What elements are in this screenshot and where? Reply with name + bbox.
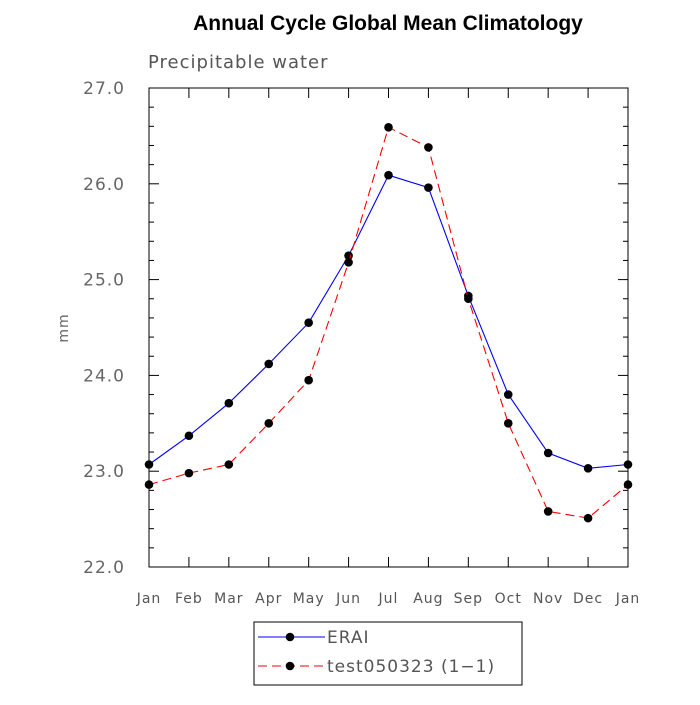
x-tick-label: Jul [378,591,399,607]
series-0-point [583,464,593,473]
series-0-point [184,431,194,441]
legend: ERAI test050323 (1−1) [253,621,523,686]
y-tick-label: 26.0 [83,175,125,195]
x-tick-label: Feb [175,591,203,607]
chart-title: Annual Cycle Global Mean Climatology [193,12,583,35]
series-line-0 [148,174,629,469]
y-tick-label: 22.0 [83,558,125,578]
series-0-point [503,390,513,399]
axes-frame: 22.0 23.0 24.0 25.0 26.0 27.0 Jan Feb Mar Apr May J… [83,79,641,607]
series-0-point [304,318,313,328]
series-layer [144,122,633,523]
series-1-point [623,480,633,489]
series-1-point [384,122,393,132]
x-tick-label: Sep [454,591,483,607]
series-1-point [144,480,154,489]
x-tick-label: Mar [214,591,243,607]
y-tick-label: 24.0 [83,366,125,386]
series-1-point [224,460,234,469]
series-0-point [384,170,393,180]
series-1-point [583,513,593,523]
series-0-point [543,448,553,458]
series-1-point [464,294,473,304]
series-1-point [344,258,353,267]
legend-box [253,621,523,686]
y-tick-label: 25.0 [83,271,125,291]
y-axis-label: mm [56,313,72,342]
series-0-point [224,398,234,408]
x-tick-label: Jun [335,591,361,607]
x-tick-label: Dec [573,591,603,607]
series-1-point [543,507,553,516]
y-tick-label: 23.0 [83,462,125,482]
series-1-point [503,419,513,428]
legend-label-1: test050323 (1−1) [327,657,495,677]
series-line-1 [148,126,629,519]
series-0-point [344,251,353,260]
x-tick-label: Jan [136,591,162,607]
x-tick-label: Nov [533,591,563,607]
series-1-point [184,468,194,478]
legend-marker-0 [285,632,295,642]
legend-label-0: ERAI [327,628,370,648]
x-tick-label: Oct [495,591,522,607]
x-tick-label: Aug [413,591,443,607]
series-0-point [623,460,633,469]
x-tick-label: May [293,591,325,607]
series-1-point [264,419,274,428]
x-tick-label: Apr [255,591,282,607]
series-1-point [304,375,313,385]
series-0-point [264,359,274,369]
y-tick-label: 27.0 [83,79,125,99]
chart-subtitle: Precipitable water [148,52,329,73]
series-1-point [424,143,433,152]
x-tick-label: Jan [615,591,641,607]
series-0-point [424,183,433,192]
series-0-point [144,460,154,469]
legend-marker-1 [285,661,295,671]
plot-frame [148,87,629,568]
